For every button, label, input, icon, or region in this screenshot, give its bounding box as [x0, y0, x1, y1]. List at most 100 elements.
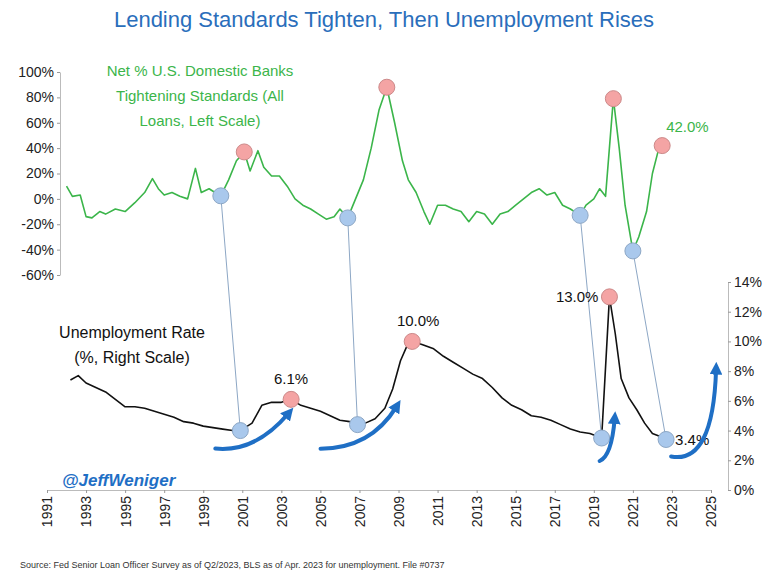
tick-mark	[57, 250, 60, 251]
annotation-label: 13.0%	[556, 288, 599, 305]
label-line: (%, Right Scale)	[74, 349, 190, 366]
tick: 14%	[728, 274, 762, 290]
tick: 2023	[664, 490, 680, 527]
tick: 2011	[430, 490, 446, 526]
series-label: Unemployment Rate (%, Right Scale)	[59, 324, 205, 366]
tick: 1993	[78, 490, 94, 527]
source-note: Source: Fed Senior Loan Officer Survey a…	[20, 560, 445, 570]
tick-mark	[728, 371, 731, 372]
tick-mark	[728, 490, 731, 491]
tick-label: 2023	[664, 496, 680, 527]
highlight-point	[654, 138, 670, 154]
tick-mark	[320, 490, 321, 493]
tick: 2015	[508, 490, 524, 527]
tick-label: 0%	[34, 191, 54, 207]
tick-label: 14%	[734, 274, 762, 290]
tick-mark	[57, 72, 60, 73]
tick-mark	[728, 341, 731, 342]
tick-label: 2011	[430, 496, 446, 526]
tick-mark	[57, 174, 60, 175]
tick-label: 2019	[586, 496, 602, 527]
tick: 12%	[728, 304, 762, 320]
label-line: Loans, Left Scale)	[140, 112, 261, 129]
tick-label: 0%	[734, 482, 754, 498]
x-axis: 1991199319951997199920012003200520072009…	[39, 490, 719, 527]
highlight-point	[605, 91, 621, 107]
trend-arrow	[215, 414, 288, 449]
tick-mark	[477, 490, 478, 493]
tick: 1995	[118, 490, 134, 527]
tick-label: 2003	[274, 496, 290, 527]
tick: 2009	[391, 490, 407, 527]
tick-mark	[281, 490, 282, 493]
tick: 4%	[728, 423, 754, 439]
label-line: Unemployment Rate	[59, 324, 205, 341]
connector-point	[350, 417, 366, 433]
tick-mark	[359, 490, 360, 493]
tick: 2019	[586, 490, 602, 527]
tick: 6%	[728, 393, 754, 409]
trend-arrow	[600, 419, 615, 461]
tick-mark	[57, 97, 60, 98]
tick-label: 2%	[734, 452, 754, 468]
connector-point	[232, 423, 248, 439]
tick: 2013	[469, 490, 485, 527]
axis-line	[48, 490, 712, 491]
tick: -60%	[21, 267, 60, 283]
tick: 2017	[547, 490, 563, 527]
annotation-label: 10.0%	[397, 312, 440, 329]
tick-label: -40%	[21, 242, 54, 258]
highlight-point	[404, 333, 420, 349]
highlight-point	[601, 289, 617, 305]
tick: -40%	[21, 242, 60, 258]
tick-mark	[125, 490, 126, 493]
label-line: Net % U.S. Domestic Banks	[107, 62, 294, 79]
highlight-point	[236, 144, 252, 160]
tick-mark	[728, 401, 731, 402]
tick-mark	[728, 312, 731, 313]
tick-label: 2021	[625, 496, 641, 527]
tick: 2025	[703, 490, 719, 527]
series-label: Net % U.S. Domestic BanksTightening Stan…	[107, 62, 294, 129]
chart-container: Lending Standards Tighten, Then Unemploy…	[0, 0, 768, 576]
tick-label: 8%	[734, 363, 754, 379]
y-axis-left: -60%-40%-20%0%20%40%60%80%100%	[18, 64, 60, 283]
tick: 20%	[26, 165, 60, 181]
connector-point	[340, 210, 356, 226]
tick: 2005	[313, 490, 329, 527]
connector-line	[348, 218, 358, 425]
axis-line	[728, 283, 729, 491]
tick-label: 2025	[703, 496, 719, 527]
connector-line	[221, 196, 241, 431]
tick-mark	[399, 490, 400, 493]
tick-mark	[203, 490, 204, 493]
tick-mark	[555, 490, 556, 493]
tick-label: 12%	[734, 304, 762, 320]
tick: 100%	[18, 64, 60, 80]
tick: 2%	[728, 452, 754, 468]
tick-mark	[47, 490, 48, 493]
tick-label: 80%	[26, 89, 54, 105]
tick-label: 100%	[18, 64, 54, 80]
tick: 8%	[728, 363, 754, 379]
tick-mark	[728, 282, 731, 283]
tightening-line	[67, 87, 663, 251]
tick: 60%	[26, 115, 60, 131]
chart-title: Lending Standards Tighten, Then Unemploy…	[114, 7, 654, 32]
tick-label: 1999	[196, 496, 212, 527]
tick: 2007	[352, 490, 368, 527]
tick-mark	[728, 431, 731, 432]
trend-arrow	[321, 407, 397, 449]
connector-point	[658, 431, 674, 447]
tick-mark	[516, 490, 517, 493]
tick-mark	[242, 490, 243, 493]
tick: -20%	[21, 216, 60, 232]
tick-label: 1993	[78, 496, 94, 527]
tick: 2001	[235, 490, 251, 527]
y-axis-right: 0%2%4%6%8%10%12%14%	[728, 274, 762, 498]
tick-mark	[672, 490, 673, 493]
annotation-label: 42.0%	[666, 118, 709, 135]
tick-mark	[728, 460, 731, 461]
tick-label: 2007	[352, 496, 368, 527]
tick-label: -60%	[21, 267, 54, 283]
